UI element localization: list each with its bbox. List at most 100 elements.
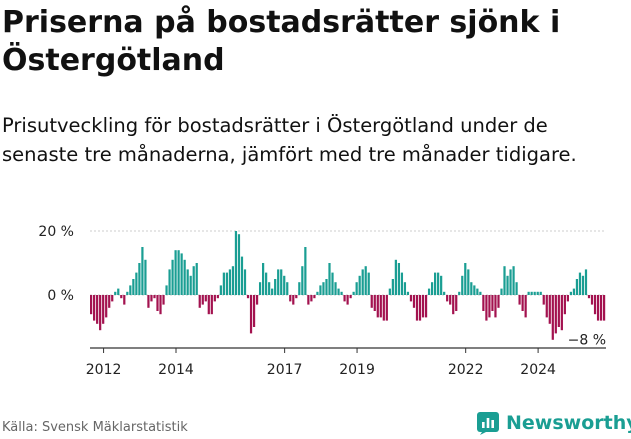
bar (147, 295, 150, 308)
bar (271, 288, 274, 295)
bar (219, 285, 222, 295)
chart-subtitle: Prisutveckling för bostadsrätter i Öster… (2, 114, 577, 166)
bar (129, 285, 132, 295)
bar (424, 295, 428, 318)
bar (440, 275, 443, 295)
bar (144, 259, 147, 295)
bar (165, 285, 168, 295)
bar (602, 295, 606, 321)
bar (349, 295, 352, 299)
brand-name: Newsworthy (506, 412, 631, 434)
bar (494, 295, 497, 318)
bar (506, 275, 509, 295)
bar (301, 266, 304, 295)
bar (518, 295, 521, 305)
bar (388, 288, 391, 295)
bar (551, 295, 554, 340)
bars-group (90, 231, 606, 340)
bar (268, 282, 271, 295)
bar (358, 275, 361, 295)
bar (527, 291, 530, 295)
bar (216, 295, 219, 299)
bar (240, 256, 244, 295)
bar (385, 295, 388, 321)
bar (213, 295, 216, 302)
bar (403, 282, 407, 295)
bar (328, 263, 331, 295)
bar (343, 295, 346, 302)
bar (310, 295, 313, 302)
bar (355, 282, 358, 295)
bar (313, 295, 316, 299)
x-tick-label: 2022 (448, 362, 484, 378)
bar (485, 295, 488, 321)
bar (286, 282, 289, 295)
bar (234, 231, 238, 295)
bar (255, 295, 259, 305)
bar (578, 272, 582, 295)
bar (533, 291, 536, 295)
bar (545, 295, 548, 318)
bar (557, 295, 560, 327)
bar (304, 247, 307, 295)
bar (563, 295, 566, 315)
bar (470, 282, 473, 295)
bar (455, 295, 458, 311)
gridlines (90, 230, 606, 296)
bar (587, 295, 591, 299)
x-axis-labels: 2012 2014 2017 2019 2022 2024 (86, 362, 556, 378)
bar (581, 275, 585, 295)
bar (542, 295, 545, 305)
bar (280, 269, 283, 295)
bar (352, 291, 355, 295)
chart-title: Priserna på bostadsrätter sjönk i Österg… (2, 5, 561, 78)
bar (316, 291, 319, 295)
bar (397, 263, 401, 295)
bar (123, 295, 126, 305)
bar (488, 295, 491, 318)
bar (222, 272, 225, 295)
bar (434, 272, 437, 295)
bar (262, 263, 265, 295)
bar (512, 266, 515, 295)
bar (596, 295, 600, 321)
y-tick-label: 20 % (38, 224, 74, 240)
bar (90, 295, 93, 315)
bar (503, 266, 506, 295)
bar (295, 295, 298, 299)
bar (400, 272, 404, 295)
bar (584, 269, 588, 295)
brand-logo[interactable]: Newsworthy (476, 408, 631, 438)
bar (117, 288, 120, 295)
bar (367, 272, 370, 295)
bar (560, 295, 563, 331)
bar (192, 266, 195, 295)
bar (530, 291, 533, 295)
bar (180, 253, 183, 295)
bar (150, 295, 153, 302)
bar (376, 295, 379, 318)
bar (274, 279, 277, 295)
bar (406, 291, 410, 295)
bar (204, 295, 207, 302)
bar (346, 295, 349, 305)
bar (536, 291, 539, 295)
bar (479, 291, 482, 295)
bar (298, 282, 301, 295)
bar (337, 288, 340, 295)
bar (391, 279, 394, 295)
bar (162, 295, 165, 305)
bar (554, 295, 557, 334)
bar (412, 295, 416, 308)
bar (500, 288, 503, 295)
bar (452, 295, 455, 315)
x-tick-label: 2024 (520, 362, 556, 378)
bar (437, 272, 440, 295)
bar (361, 269, 364, 295)
bar (418, 295, 422, 321)
bar (114, 291, 117, 295)
bar (319, 285, 322, 295)
bar (409, 295, 413, 302)
bar (572, 288, 576, 295)
bar (111, 295, 114, 302)
